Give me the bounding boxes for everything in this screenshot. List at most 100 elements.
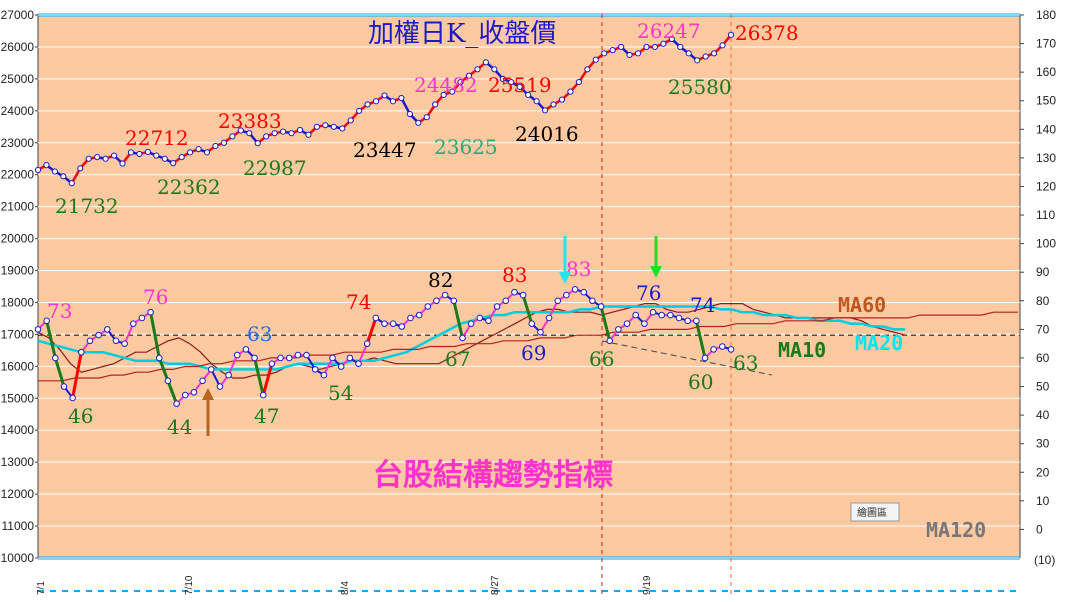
price-line (34, 31, 735, 187)
price-point (508, 78, 515, 86)
price-point (685, 50, 692, 57)
indicator-point (285, 354, 293, 362)
indicator-point (34, 326, 42, 333)
price-point (634, 50, 642, 57)
price-point (372, 98, 380, 105)
price-point (246, 130, 253, 137)
plot-area (38, 14, 1020, 558)
right-tick-label: 150 (1036, 94, 1056, 108)
indicator-segment (53, 357, 66, 387)
indicator-label: 73 (47, 299, 72, 323)
indicator-point (69, 394, 76, 402)
price-point (119, 160, 126, 167)
indicator-point (710, 346, 717, 353)
price-point (94, 154, 101, 161)
indicator-segment (365, 317, 378, 345)
indicator-point (684, 317, 691, 325)
price-point (465, 72, 473, 79)
indicator-segment (45, 320, 57, 359)
indicator-segment (599, 306, 612, 342)
indicator-point (303, 351, 310, 359)
indicator-label: 60 (688, 370, 713, 394)
left-tick-label: 10000 (1, 551, 35, 565)
price-point (229, 133, 236, 140)
indicator-point (251, 354, 258, 362)
indicator-point (580, 288, 588, 296)
indicator-label: 47 (254, 404, 279, 428)
indicator-label: 74 (346, 290, 371, 314)
indicator-point (337, 363, 345, 370)
indicator-point (727, 346, 735, 353)
price-point (702, 53, 709, 60)
price-point (313, 123, 320, 130)
left-tick-label: 27000 (1, 8, 35, 22)
price-point (651, 43, 659, 51)
price-label: 26378 (735, 21, 799, 45)
indicator-segment (166, 380, 179, 405)
indicator-label: 82 (428, 268, 453, 292)
ma10-label: MA10 (778, 338, 826, 362)
indicator-point (519, 291, 527, 299)
right-tick-label: 100 (1036, 237, 1056, 251)
price-point (694, 57, 701, 64)
price-label: 22712 (125, 126, 189, 150)
right-tick-label: 50 (1036, 380, 1050, 394)
indicator-point (675, 314, 683, 322)
right-tick-label: 40 (1036, 408, 1050, 422)
price-point (161, 155, 168, 162)
indicator-point (606, 337, 614, 345)
indicator-point (199, 377, 206, 385)
x-axis-ticks: 7/1 7/10 8/4 8/27 9/19 (36, 575, 653, 595)
right-tick-label: 80 (1036, 294, 1050, 308)
price-point (584, 66, 591, 73)
indicator-point (632, 311, 640, 319)
price-point (254, 140, 261, 147)
right-tick-label: 70 (1036, 322, 1050, 336)
price-point (43, 162, 50, 169)
indicator-point (589, 297, 596, 305)
x-tick-label: 7/1 (36, 581, 47, 595)
left-tick-label: 18000 (1, 295, 35, 309)
price-label: 26247 (637, 19, 701, 43)
indicator-point (381, 320, 388, 327)
indicator-label: 44 (167, 415, 192, 439)
price-point (558, 96, 566, 103)
price-point (237, 127, 244, 134)
left-tick-label: 26000 (1, 40, 35, 54)
price-point (457, 78, 464, 86)
indicator-point (433, 297, 440, 305)
indicator-point (658, 311, 666, 319)
indicator-point (242, 346, 250, 353)
price-point (381, 92, 388, 99)
indicator-label: 63 (733, 351, 758, 375)
price-point (415, 119, 422, 126)
price-point (618, 43, 625, 51)
price-label: 24016 (515, 122, 579, 146)
right-tick-label: 120 (1036, 179, 1056, 193)
indicator-segment (227, 354, 239, 376)
left-tick-label: 23000 (1, 136, 35, 150)
indicator-point (207, 366, 215, 373)
indicator-point (701, 354, 709, 362)
indicator-label: 66 (589, 347, 614, 371)
price-point (491, 66, 498, 73)
price-point (449, 88, 456, 95)
price-label: 23447 (353, 138, 417, 162)
price-point (423, 114, 430, 121)
left-axis-ticks: 10000 11000 12000 13000 14000 15000 16000 17000… (1, 8, 1020, 565)
right-tick-label: 130 (1036, 151, 1056, 165)
indicator-point (95, 331, 102, 339)
indicator-point (537, 328, 544, 336)
indicator-point (719, 343, 726, 350)
indicator-point (467, 320, 475, 327)
price-label: 23383 (218, 109, 282, 133)
right-tick-label: 170 (1036, 37, 1056, 51)
indicator-label: 67 (445, 347, 470, 371)
price-point (144, 148, 151, 156)
price-point (719, 42, 726, 49)
right-tick-label: 90 (1036, 265, 1050, 279)
price-point (85, 155, 92, 162)
right-axis-ticks: 1801701601501401301201101009080706050403… (1020, 8, 1056, 567)
